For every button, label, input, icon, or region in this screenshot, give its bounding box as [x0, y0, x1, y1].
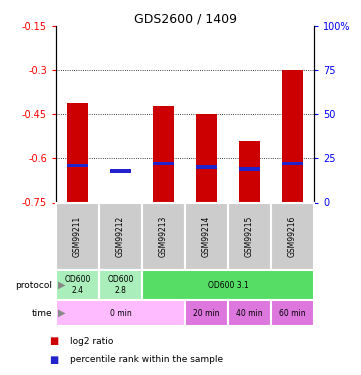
Bar [67, 103, 88, 202]
Bar [56, 202, 99, 270]
Text: OD600
2.8: OD600 2.8 [107, 275, 134, 295]
Bar [153, 106, 174, 202]
Text: GSM99214: GSM99214 [202, 216, 211, 257]
Text: ■: ■ [49, 336, 58, 346]
Bar [196, 114, 217, 202]
Text: percentile rank within the sample: percentile rank within the sample [70, 356, 223, 364]
Text: 40 min: 40 min [236, 309, 263, 318]
Bar [239, 141, 260, 202]
Bar [185, 300, 228, 326]
Text: time: time [32, 309, 52, 318]
Text: ▶: ▶ [58, 280, 65, 290]
Text: OD600
2.4: OD600 2.4 [64, 275, 91, 295]
Bar [67, 164, 88, 167]
Text: log2 ratio: log2 ratio [70, 337, 114, 346]
Text: GSM99216: GSM99216 [288, 216, 297, 257]
Bar [99, 270, 142, 300]
Text: 60 min: 60 min [279, 309, 306, 318]
Bar [282, 70, 303, 202]
Bar [239, 167, 260, 171]
Text: GSM99215: GSM99215 [245, 216, 254, 257]
Bar [99, 202, 142, 270]
Bar [282, 162, 303, 165]
Text: protocol: protocol [16, 280, 52, 290]
Text: 20 min: 20 min [193, 309, 220, 318]
Bar [185, 202, 228, 270]
Text: GSM99213: GSM99213 [159, 216, 168, 257]
Bar [228, 300, 271, 326]
Bar [271, 300, 314, 326]
Text: GSM99211: GSM99211 [73, 216, 82, 257]
Text: GSM99212: GSM99212 [116, 216, 125, 257]
Text: ▶: ▶ [58, 308, 65, 318]
Bar [228, 202, 271, 270]
Bar [56, 300, 185, 326]
Text: ■: ■ [49, 355, 58, 365]
Bar [142, 202, 185, 270]
Bar [271, 202, 314, 270]
Title: GDS2600 / 1409: GDS2600 / 1409 [134, 12, 236, 25]
Text: 0 min: 0 min [110, 309, 131, 318]
Bar [142, 270, 314, 300]
Bar [153, 162, 174, 165]
Bar [110, 169, 131, 172]
Bar [56, 270, 99, 300]
Text: OD600 3.1: OD600 3.1 [208, 280, 248, 290]
Bar [196, 165, 217, 169]
